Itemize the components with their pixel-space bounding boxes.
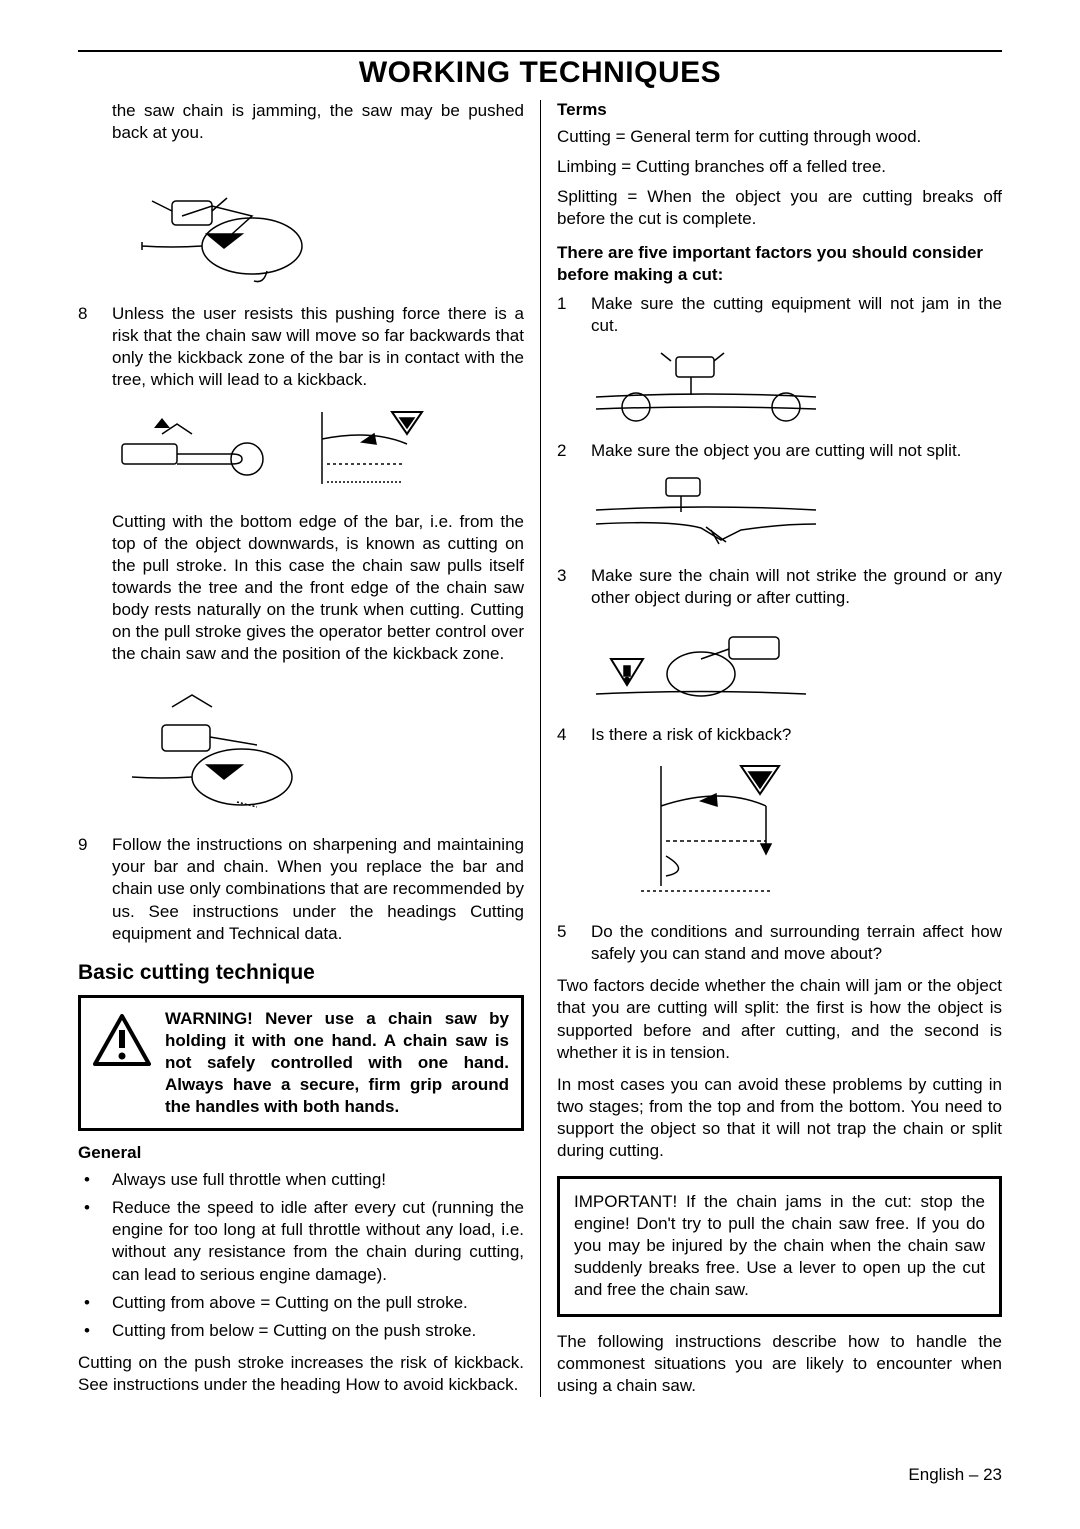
pull-stroke-illustration — [112, 677, 524, 822]
list-number-5: 5 — [557, 921, 591, 965]
following-instructions-text: The following instructions describe how … — [557, 1331, 1002, 1397]
bullet-icon: • — [78, 1292, 112, 1314]
terms-cutting: Cutting = General term for cutting throu… — [557, 126, 1002, 148]
kickback-illustration-pair — [112, 404, 524, 499]
bullet-1: Always use full throttle when cutting! — [112, 1169, 524, 1191]
factor-5: Do the conditions and surrounding terrai… — [591, 921, 1002, 965]
chainsaw-push-illustration — [112, 156, 524, 291]
warning-text: WARNING! Never use a chain saw by holdin… — [165, 1008, 509, 1118]
factor-2: Make sure the object you are cutting wil… — [591, 440, 1002, 462]
terms-limbing: Limbing = Cutting branches off a felled … — [557, 156, 1002, 178]
bullet-icon: • — [78, 1197, 112, 1285]
ground-strike-illustration — [591, 619, 1002, 714]
general-heading: General — [78, 1143, 524, 1163]
terms-splitting: Splitting = When the object you are cutt… — [557, 186, 1002, 230]
factor-4: Is there a risk of kickback? — [591, 724, 1002, 746]
factors-heading: There are five important factors you sho… — [557, 242, 1002, 286]
left-column: the saw chain is jamming, the saw may be… — [78, 100, 540, 1397]
basic-cutting-heading: Basic cutting technique — [78, 961, 524, 985]
factor-1: Make sure the cutting equipment will not… — [591, 293, 1002, 337]
page-footer: English – 23 — [908, 1465, 1002, 1485]
warning-triangle-icon — [91, 1008, 153, 1066]
bullet-icon: • — [78, 1320, 112, 1342]
split-illustration — [591, 472, 1002, 555]
item8-text: Unless the user resists this pushing for… — [112, 303, 524, 391]
bullet-3: Cutting from above = Cutting on the pull… — [112, 1292, 524, 1314]
intro-continuation: the saw chain is jamming, the saw may be… — [78, 100, 524, 144]
bullet-icon: • — [78, 1169, 112, 1191]
list-number-4: 4 — [557, 724, 591, 746]
terms-heading: Terms — [557, 100, 1002, 120]
list-number-8: 8 — [78, 303, 112, 391]
list-number-9: 9 — [78, 834, 112, 944]
kickback-risk-illustration — [591, 756, 1002, 911]
list-number-3: 3 — [557, 565, 591, 609]
bullet-4: Cutting from below = Cutting on the push… — [112, 1320, 524, 1342]
bullet-2: Reduce the speed to idle after every cut… — [112, 1197, 524, 1285]
push-stroke-note: Cutting on the push stroke increases the… — [78, 1352, 524, 1396]
list-number-2: 2 — [557, 440, 591, 462]
two-factors-text: Two factors decide whether the chain wil… — [557, 975, 1002, 1063]
item9-text: Follow the instructions on sharpening an… — [112, 834, 524, 944]
factor-3: Make sure the chain will not strike the … — [591, 565, 1002, 609]
right-column: Terms Cutting = General term for cutting… — [540, 100, 1002, 1397]
page-title: WORKING TECHNIQUES — [78, 56, 1002, 90]
in-most-cases-text: In most cases you can avoid these proble… — [557, 1074, 1002, 1162]
jam-illustration — [591, 347, 1002, 430]
item8-para2: Cutting with the bottom edge of the bar,… — [78, 511, 524, 666]
warning-box: WARNING! Never use a chain saw by holdin… — [78, 995, 524, 1131]
important-box: IMPORTANT! If the chain jams in the cut:… — [557, 1176, 1002, 1316]
list-number-1: 1 — [557, 293, 591, 337]
